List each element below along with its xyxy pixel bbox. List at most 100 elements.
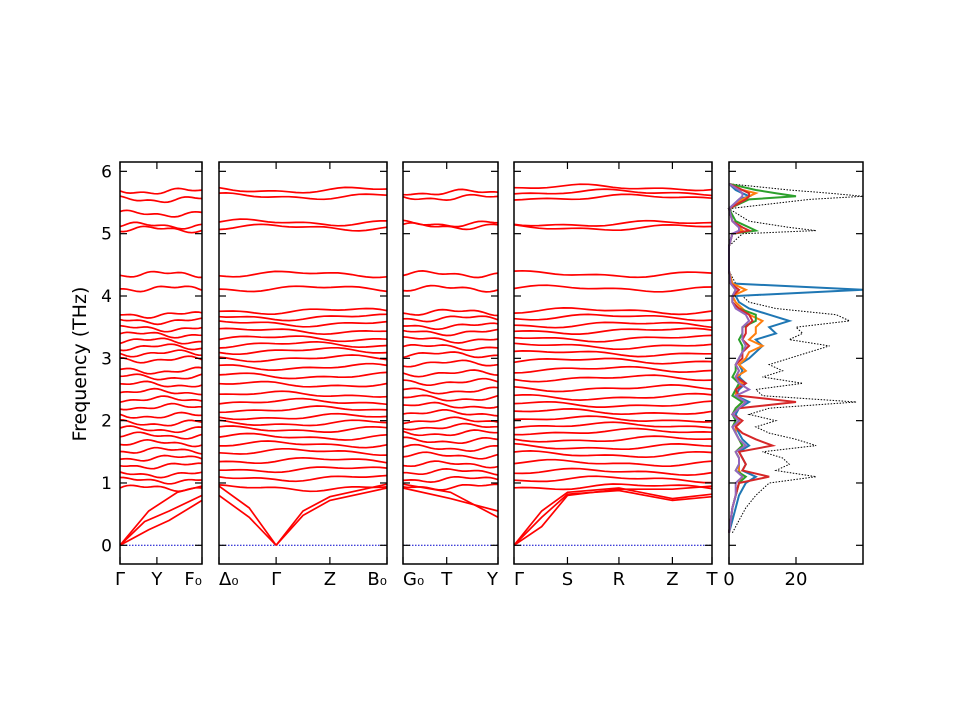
phonon-band (513, 458, 713, 468)
phonon-band (119, 419, 203, 427)
phonon-band (513, 374, 713, 383)
phonon-band (119, 471, 203, 479)
phonon-band (218, 412, 388, 421)
phonon-band (119, 446, 203, 455)
phonon-band (218, 223, 388, 232)
panel-frame (119, 161, 203, 565)
phonon-band (218, 362, 388, 371)
phonon-band (218, 419, 388, 427)
phonon-band (218, 405, 388, 414)
phonon-band (119, 462, 203, 470)
phonon-band (513, 442, 713, 451)
phonon-band (120, 476, 203, 485)
phonon-band (402, 351, 499, 359)
x-tick-label: G₀ (403, 569, 424, 590)
phonon-band (403, 394, 499, 402)
phonon-band (402, 377, 499, 387)
phonon-band (120, 285, 203, 293)
phonon-band (403, 322, 499, 331)
phonon-band (402, 308, 499, 317)
phonon-band (513, 384, 713, 393)
phonon-band (402, 451, 499, 460)
phonon-band (403, 468, 499, 476)
x-tick-label: Γ (271, 569, 281, 590)
phonon-band (219, 466, 388, 474)
phonon-band (218, 346, 388, 356)
phonon-band (402, 369, 499, 378)
phonon-band (119, 355, 203, 364)
phonon-band (513, 284, 713, 293)
phonon-band (119, 317, 203, 326)
phonon-band (513, 415, 713, 423)
phonon-band (513, 392, 713, 401)
phonon-band (402, 193, 499, 201)
phonon-band (513, 313, 713, 322)
acoustic-band (119, 494, 203, 546)
phonon-band (218, 320, 388, 328)
phonon-band (119, 438, 203, 448)
acoustic-band (513, 489, 713, 546)
phonon-band (513, 450, 713, 459)
acoustic-band (513, 487, 713, 546)
phonon-band (513, 321, 713, 329)
x-tick-label: Γ (115, 569, 125, 590)
phonon-band (513, 183, 713, 192)
phonon-band (218, 456, 388, 465)
phonon-band (402, 315, 499, 323)
phonon-band (218, 425, 388, 433)
phonon-band (513, 334, 713, 343)
phonon-band (513, 467, 713, 476)
y-tick-label: 4 (101, 287, 112, 307)
phonon-band (119, 343, 203, 352)
phonon-band (119, 425, 203, 434)
x-tick-label: B₀ (367, 569, 387, 590)
phonon-band (402, 409, 499, 417)
phonon-band (119, 337, 202, 345)
acoustic-band (119, 499, 203, 547)
total-dos-curve (727, 183, 864, 534)
phonon-band (402, 422, 499, 431)
phonon-band (513, 365, 713, 374)
phonon-band (119, 431, 203, 440)
y-tick-label: 1 (101, 474, 112, 494)
dos-x-tick-label: 20 (785, 569, 808, 590)
phonon-band (119, 366, 203, 375)
phonon-band (402, 188, 499, 196)
phonon-band (218, 432, 388, 441)
phonon-band (119, 349, 203, 358)
phonon-band (218, 484, 388, 493)
phonon-band (119, 373, 203, 381)
acoustic-band (275, 483, 388, 546)
x-tick-label: T (440, 569, 453, 590)
phonon-band (513, 188, 713, 197)
phonon-band (119, 387, 203, 396)
phonon-band (513, 400, 713, 408)
phonon-band (218, 354, 388, 363)
phonon-band (402, 328, 499, 337)
phonon-band (119, 270, 202, 279)
phonon-band (402, 344, 499, 352)
phonon-band (513, 269, 713, 279)
y-tick-label: 3 (101, 349, 112, 369)
phonon-band (218, 335, 388, 343)
phonon-band (119, 331, 203, 339)
phonon-band (218, 340, 388, 349)
x-tick-label: Y (486, 569, 499, 590)
phonon-band (218, 307, 388, 316)
phonon-band (119, 187, 203, 195)
phonon-band (402, 475, 499, 483)
x-tick-label: Δ₀ (219, 569, 239, 590)
phonon-band (218, 371, 388, 380)
x-tick-label: S (562, 569, 573, 590)
phonon-band (513, 421, 713, 429)
panel-frame (513, 161, 713, 565)
phonon-band (513, 193, 713, 201)
phonon-band (218, 397, 388, 406)
phonon-band (218, 327, 388, 336)
acoustic-band (513, 485, 713, 547)
phonon-band (218, 192, 388, 201)
phonon-band (119, 324, 203, 333)
y-tick-label: 6 (101, 162, 112, 182)
phonon-band (513, 475, 712, 484)
phonon-band (218, 390, 388, 398)
